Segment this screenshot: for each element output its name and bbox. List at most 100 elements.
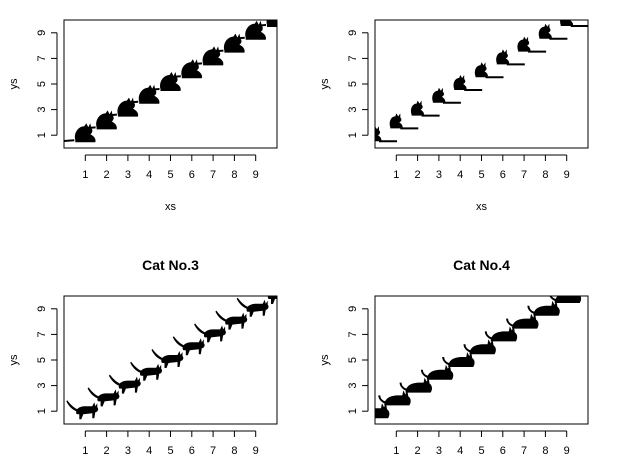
data-point-cat [581, 0, 610, 14]
marker-layer [66, 285, 290, 419]
y-tick-label: 9 [347, 30, 359, 36]
x-tick-label: 7 [210, 169, 216, 181]
x-tick-label: 1 [82, 169, 88, 181]
y-tick-label: 7 [36, 331, 48, 337]
data-point-cat [357, 403, 389, 418]
y-tick-label: 3 [347, 107, 359, 113]
data-point-cat [109, 375, 141, 394]
data-point-cat [130, 362, 162, 381]
marker-layer [61, 8, 287, 142]
y-tick-label: 5 [347, 81, 359, 87]
data-point-cat [570, 275, 602, 290]
y-tick-label: 5 [36, 357, 48, 363]
data-point-cat [400, 378, 432, 393]
x-tick-label: 6 [189, 445, 195, 457]
x-tick-label: 9 [564, 169, 570, 181]
y-tick-label: 1 [347, 132, 359, 138]
data-point-cat [421, 365, 453, 380]
y-tick-label: 3 [347, 383, 359, 389]
data-point-cat [237, 298, 269, 317]
x-tick-label: 8 [542, 169, 548, 181]
x-tick-label: 5 [478, 169, 484, 181]
marker-layer [357, 275, 602, 418]
data-point-cat [194, 323, 226, 342]
x-tick-label: 3 [125, 169, 131, 181]
x-tick-label: 8 [231, 169, 237, 181]
x-tick-label: 3 [436, 445, 442, 457]
y-tick-label: 7 [36, 55, 48, 61]
y-tick-label: 3 [36, 107, 48, 113]
chart-panel-1: 1 2 3 4 5 6 7 8 9 1 3 5 7 9 ys xs [8, 8, 287, 213]
data-point-cat [454, 75, 483, 91]
x-axis-label: xs [165, 201, 177, 213]
y-axis-label: ys [319, 78, 331, 90]
data-point-cat [517, 37, 546, 53]
x-tick-label: 9 [253, 445, 259, 457]
x-tick-label: 6 [500, 445, 506, 457]
x-tick-label: 4 [146, 169, 152, 181]
y-tick-label: 1 [36, 408, 48, 414]
y-tick-label: 3 [36, 383, 48, 389]
y-tick-label: 1 [347, 408, 359, 414]
chart-panel-4: 1 2 3 4 5 6 7 8 913579ysCat No.4 [319, 257, 602, 457]
y-tick-label: 9 [36, 306, 48, 312]
x-tick-label: 7 [210, 445, 216, 457]
x-tick-label: 4 [457, 169, 463, 181]
x-tick-label: 5 [478, 445, 484, 457]
data-point-cat [539, 24, 568, 40]
data-point-cat [258, 285, 290, 304]
x-tick-label: 1 [82, 445, 88, 457]
y-tick-label: 9 [347, 306, 359, 312]
x-tick-label: 8 [542, 445, 548, 457]
y-tick-label: 5 [347, 357, 359, 363]
data-point-cat [368, 126, 397, 142]
y-axis-label: ys [8, 78, 20, 90]
x-tick-label: 5 [167, 169, 173, 181]
data-point-cat [485, 326, 517, 341]
y-axis-label: ys [8, 354, 20, 366]
x-tick-label: 9 [564, 445, 570, 457]
x-tick-label: 1 [393, 445, 399, 457]
x-tick-label: 7 [521, 445, 527, 457]
x-tick-label: 2 [104, 169, 110, 181]
data-point-cat [378, 390, 410, 405]
data-point-cat [411, 101, 440, 117]
data-point-cat [527, 301, 559, 316]
y-axis-label: ys [319, 354, 331, 366]
x-tick-label: 2 [415, 445, 421, 457]
data-point-cat [475, 62, 504, 78]
x-tick-label: 6 [500, 169, 506, 181]
y-tick-label: 7 [347, 55, 359, 61]
chart-panel-2: 1 2 3 4 5 6 7 8 9 1 3 5 7 9 ys xs [319, 0, 610, 213]
data-point-cat [464, 339, 496, 354]
y-tick-label: 1 [36, 132, 48, 138]
y-tick-label: 5 [36, 81, 48, 87]
data-point-cat [88, 387, 120, 406]
x-tick-label: 8 [231, 445, 237, 457]
data-point-cat [506, 314, 538, 329]
y-tick-label: 9 [36, 30, 48, 36]
x-axis-label: xs [476, 201, 488, 213]
x-tick-label: 3 [125, 445, 131, 457]
data-point-cat [442, 352, 474, 367]
data-point-cat [173, 336, 205, 355]
x-tick-label: 2 [104, 445, 110, 457]
data-point-cat [432, 88, 461, 104]
data-point-cat [66, 400, 98, 419]
x-tick-label: 4 [146, 445, 152, 457]
chart-title: Cat No.3 [142, 257, 199, 273]
data-point-cat [390, 113, 419, 129]
x-tick-label: 6 [189, 169, 195, 181]
x-tick-label: 1 [393, 169, 399, 181]
chart-title: Cat No.4 [453, 257, 510, 273]
data-point-cat [560, 11, 589, 27]
data-point-cat [215, 311, 247, 330]
chart-panel-3: 1 2 3 4 5 6 7 8 9 1 3 5 7 9 ys Cat No.3 [8, 257, 290, 457]
data-point-cat [152, 349, 184, 368]
data-point-cat [496, 49, 525, 65]
x-tick-label: 9 [253, 169, 259, 181]
x-tick-label: 2 [415, 169, 421, 181]
y-tick-label: 7 [347, 331, 359, 337]
x-tick-label: 5 [167, 445, 173, 457]
